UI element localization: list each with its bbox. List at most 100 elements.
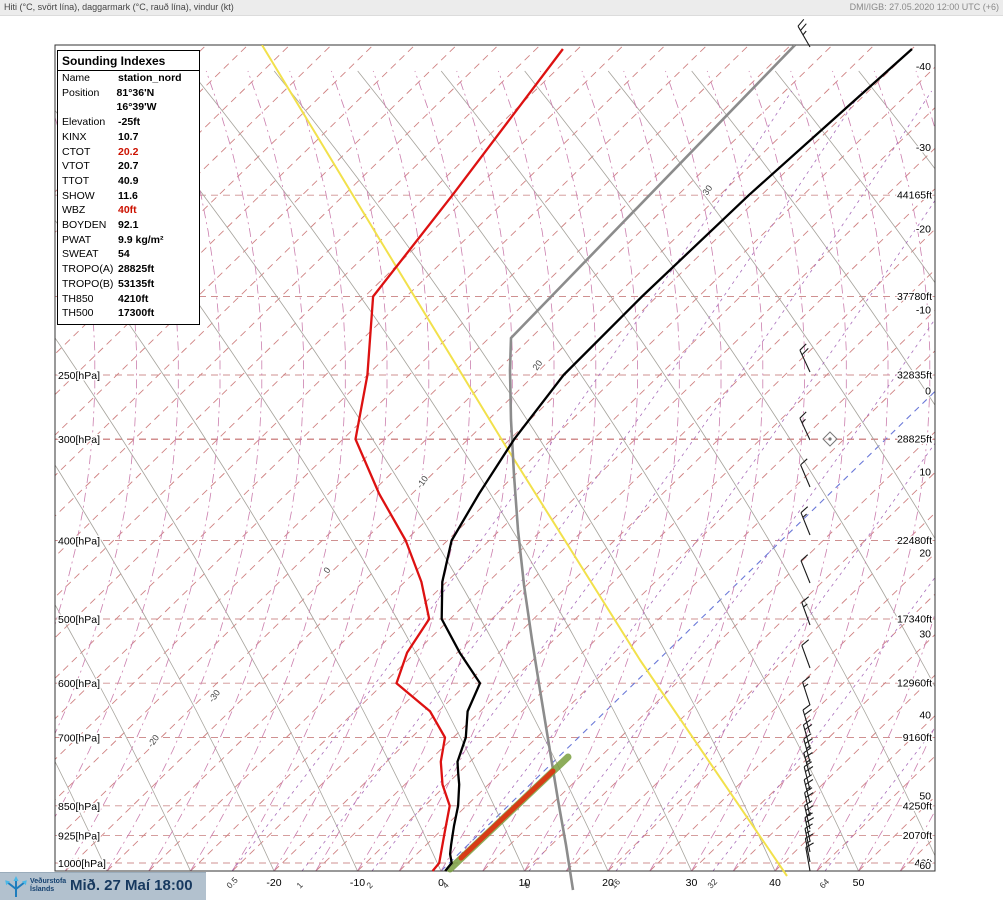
- mixing-ratio-line: [824, 727, 935, 871]
- wind-barb: [804, 812, 814, 842]
- dry-adiabat: [55, 603, 191, 871]
- sounding-profiles: [261, 45, 913, 891]
- mixing-ratio-line: [301, 90, 863, 871]
- moist-adiabat: [148, 70, 304, 871]
- isotherm: [55, 45, 750, 720]
- isotherm: [732, 674, 935, 871]
- sounding-indexes-panel: Sounding Indexes Name station_nord Positio…: [57, 50, 200, 325]
- altitude-axis-label: 32835ft: [897, 370, 932, 382]
- right-temp-label: -20: [916, 223, 931, 235]
- index-row: TH500 17300ft: [62, 307, 155, 320]
- isotherm: [55, 45, 499, 477]
- logo-text: Veðurstofa Íslands: [30, 878, 67, 893]
- isotherm: [106, 66, 935, 871]
- dry-adiabat: [357, 70, 859, 871]
- pressure-axis-label: 925[hPa]: [58, 831, 100, 843]
- pressure-axis-label: 250[hPa]: [58, 370, 100, 382]
- altitude-axis-label: 17340ft: [897, 614, 932, 626]
- wind-barb: [802, 676, 811, 706]
- pressure-axis-label: 1000[hPa]: [58, 858, 106, 870]
- moist-adiabat: [106, 70, 263, 871]
- header-variables-caption: Hiti (°C, svört lína), daggarmark (°C, r…: [4, 2, 234, 12]
- index-row: TH850 4210ft: [62, 292, 149, 305]
- wind-barb: [804, 823, 813, 853]
- bottom-temp-label: 0: [438, 877, 444, 889]
- grid-value-label: 20: [530, 358, 544, 372]
- isotherm: [482, 431, 935, 871]
- index-row: VTOT 20.7: [62, 160, 139, 173]
- isotherm: [55, 45, 625, 598]
- yellow-reference-line: [261, 45, 788, 877]
- altitude-axis-label: 9160ft: [903, 732, 932, 744]
- wind-barb: [797, 18, 811, 48]
- altitude-axis-label: 22480ft: [897, 535, 932, 547]
- moist-adiabat: [732, 70, 889, 871]
- index-row: KINX 10.7: [62, 130, 139, 143]
- isotherm: [55, 45, 416, 396]
- moist-adiabat: [942, 71, 1003, 871]
- index-row: CTOT 20.2: [62, 145, 139, 158]
- wind-barb: [804, 800, 814, 830]
- index-row: TROPO(B) 53135ft: [62, 277, 155, 290]
- isotherm: [858, 796, 935, 871]
- altitude-axis-label: 28825ft: [897, 434, 932, 446]
- index-row: WBZ 40ft: [62, 204, 137, 217]
- wind-barb: [799, 343, 811, 373]
- grid-value-label: 30: [700, 183, 714, 197]
- melting-layer-red-highlight: [458, 768, 556, 861]
- moist-adiabat: [357, 70, 513, 871]
- dry-adiabat: [607, 70, 935, 540]
- index-row: TTOT 40.9: [62, 174, 139, 187]
- dry-adiabat: [691, 70, 935, 406]
- moist-adiabat: [190, 70, 346, 871]
- right-temp-label: 20: [919, 548, 931, 560]
- mixing-ratio-label: 4: [440, 880, 451, 891]
- met-office-logo-icon: [5, 876, 27, 897]
- isotherm: [649, 593, 935, 871]
- mixing-ratio-label: 32: [705, 876, 719, 890]
- moist-adiabat: [691, 70, 847, 871]
- mixing-ratio-line: [712, 576, 935, 871]
- isotherm: [357, 309, 935, 871]
- altitude-axis-label: 12960ft: [897, 678, 932, 690]
- dry-adiabat: [55, 219, 442, 871]
- moist-adiabat: [398, 70, 555, 871]
- altitude-axis-label: 4250ft: [903, 800, 932, 812]
- isotherm: [55, 45, 875, 842]
- pressure-axis-label: 850[hPa]: [58, 801, 100, 813]
- panel-title: Sounding Indexes: [58, 53, 199, 71]
- mixing-ratio-label: 0.5: [224, 875, 240, 891]
- isotherm: [55, 45, 833, 801]
- dry-adiabat: [0, 71, 24, 871]
- footer-bar: Veðurstofa Íslands Mið. 27 Maí 18:00: [0, 872, 206, 900]
- indexes-rows: Name station_nord Position 81°36'N 16°39'W E…: [58, 71, 199, 321]
- mixing-ratio-line: [231, 90, 793, 871]
- right-temp-label: 40: [919, 710, 931, 722]
- isotherm: [64, 45, 917, 871]
- temperature-line: [440, 48, 913, 872]
- isotherm: [315, 269, 935, 871]
- moist-adiabat: [565, 70, 722, 871]
- right-temp-label: -10: [916, 304, 931, 316]
- isotherm: [55, 45, 374, 355]
- isotherm: [55, 45, 708, 679]
- mixing-ratio-label: 2: [364, 880, 375, 891]
- isotherm: [774, 715, 935, 871]
- right-temp-label: 60: [919, 860, 931, 872]
- bottom-temp-label: 20: [602, 877, 614, 889]
- isotherm: [55, 45, 583, 558]
- bottom-temp-label: -20: [266, 877, 281, 889]
- grid-value-label: 0: [321, 565, 332, 575]
- isotherm: [190, 147, 935, 871]
- moist-adiabat: [482, 70, 638, 871]
- isotherm: [524, 471, 935, 871]
- isotherm: [899, 836, 935, 871]
- mixing-ratio-line: [447, 199, 935, 871]
- isotherm: [565, 512, 935, 871]
- secondary-profile-line: [508, 45, 796, 891]
- isotherm: [231, 188, 935, 871]
- isotherm: [398, 350, 935, 871]
- wind-barb: [804, 833, 814, 863]
- bottom-temp-label: 50: [853, 877, 865, 889]
- moist-adiabat: [231, 70, 388, 871]
